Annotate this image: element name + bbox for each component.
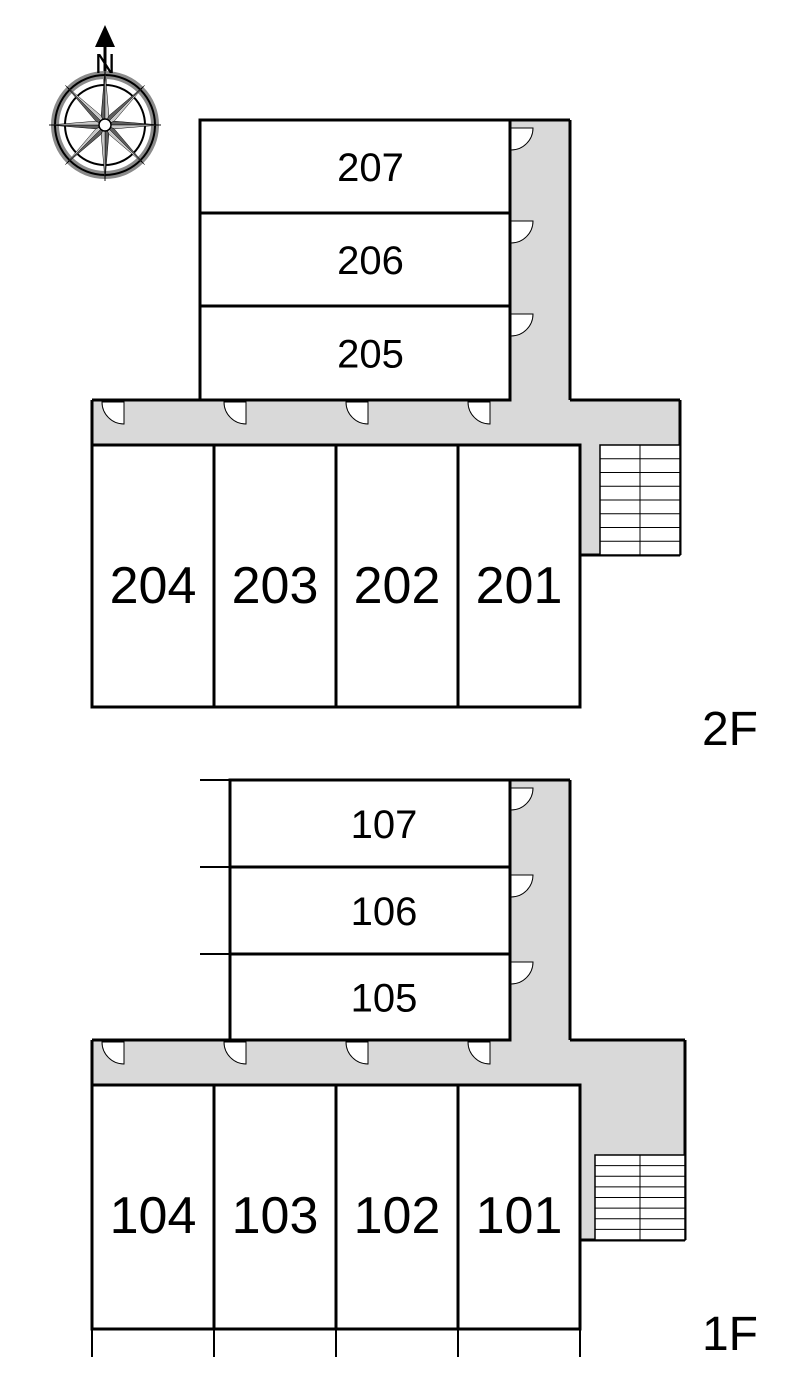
floor-1F: 107 106 105 104 103 102 101 1F	[92, 780, 758, 1361]
floor-2F: 207 206 205 204 203 202 201 2F	[92, 120, 758, 756]
compass-north-label: N	[95, 48, 115, 79]
room-label-202: 202	[354, 557, 441, 615]
room-label-105: 105	[351, 977, 418, 1021]
floor-label-1F: 1F	[702, 1308, 758, 1361]
room-label-205: 205	[337, 333, 404, 377]
floor-label-2F: 2F	[702, 703, 758, 756]
room-label-207: 207	[337, 146, 404, 190]
room-label-201: 201	[476, 557, 563, 615]
floor-plan-svg: N2072062052042032022012F1071061051041031…	[0, 0, 800, 1374]
room-label-103: 103	[232, 1187, 319, 1245]
room-label-101: 101	[476, 1187, 563, 1245]
room-label-204: 204	[110, 557, 197, 615]
compass-icon: N	[49, 25, 161, 181]
room-label-102: 102	[354, 1187, 441, 1245]
room-label-206: 206	[337, 239, 404, 283]
room-label-106: 106	[351, 890, 418, 934]
room-label-104: 104	[110, 1187, 197, 1245]
room-label-107: 107	[351, 803, 418, 847]
room-label-203: 203	[232, 557, 319, 615]
